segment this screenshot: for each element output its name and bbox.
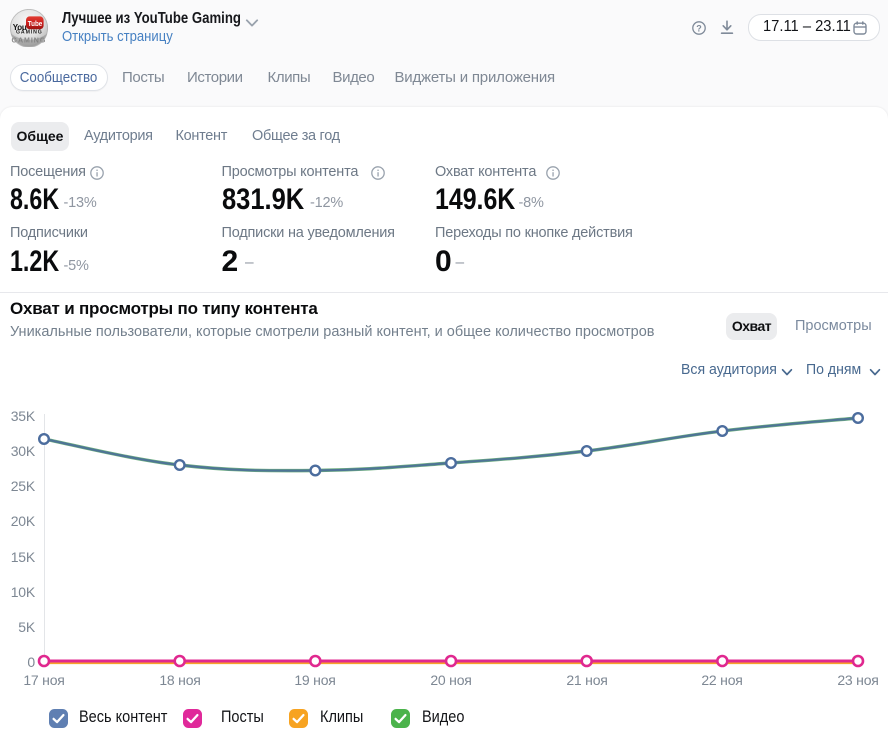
- svg-text:?: ?: [696, 23, 702, 33]
- svg-text:GAMING: GAMING: [16, 30, 43, 36]
- svg-text:Tube: Tube: [28, 21, 43, 28]
- svg-text:GAMING: GAMING: [12, 38, 47, 45]
- svg-text:You: You: [13, 23, 27, 32]
